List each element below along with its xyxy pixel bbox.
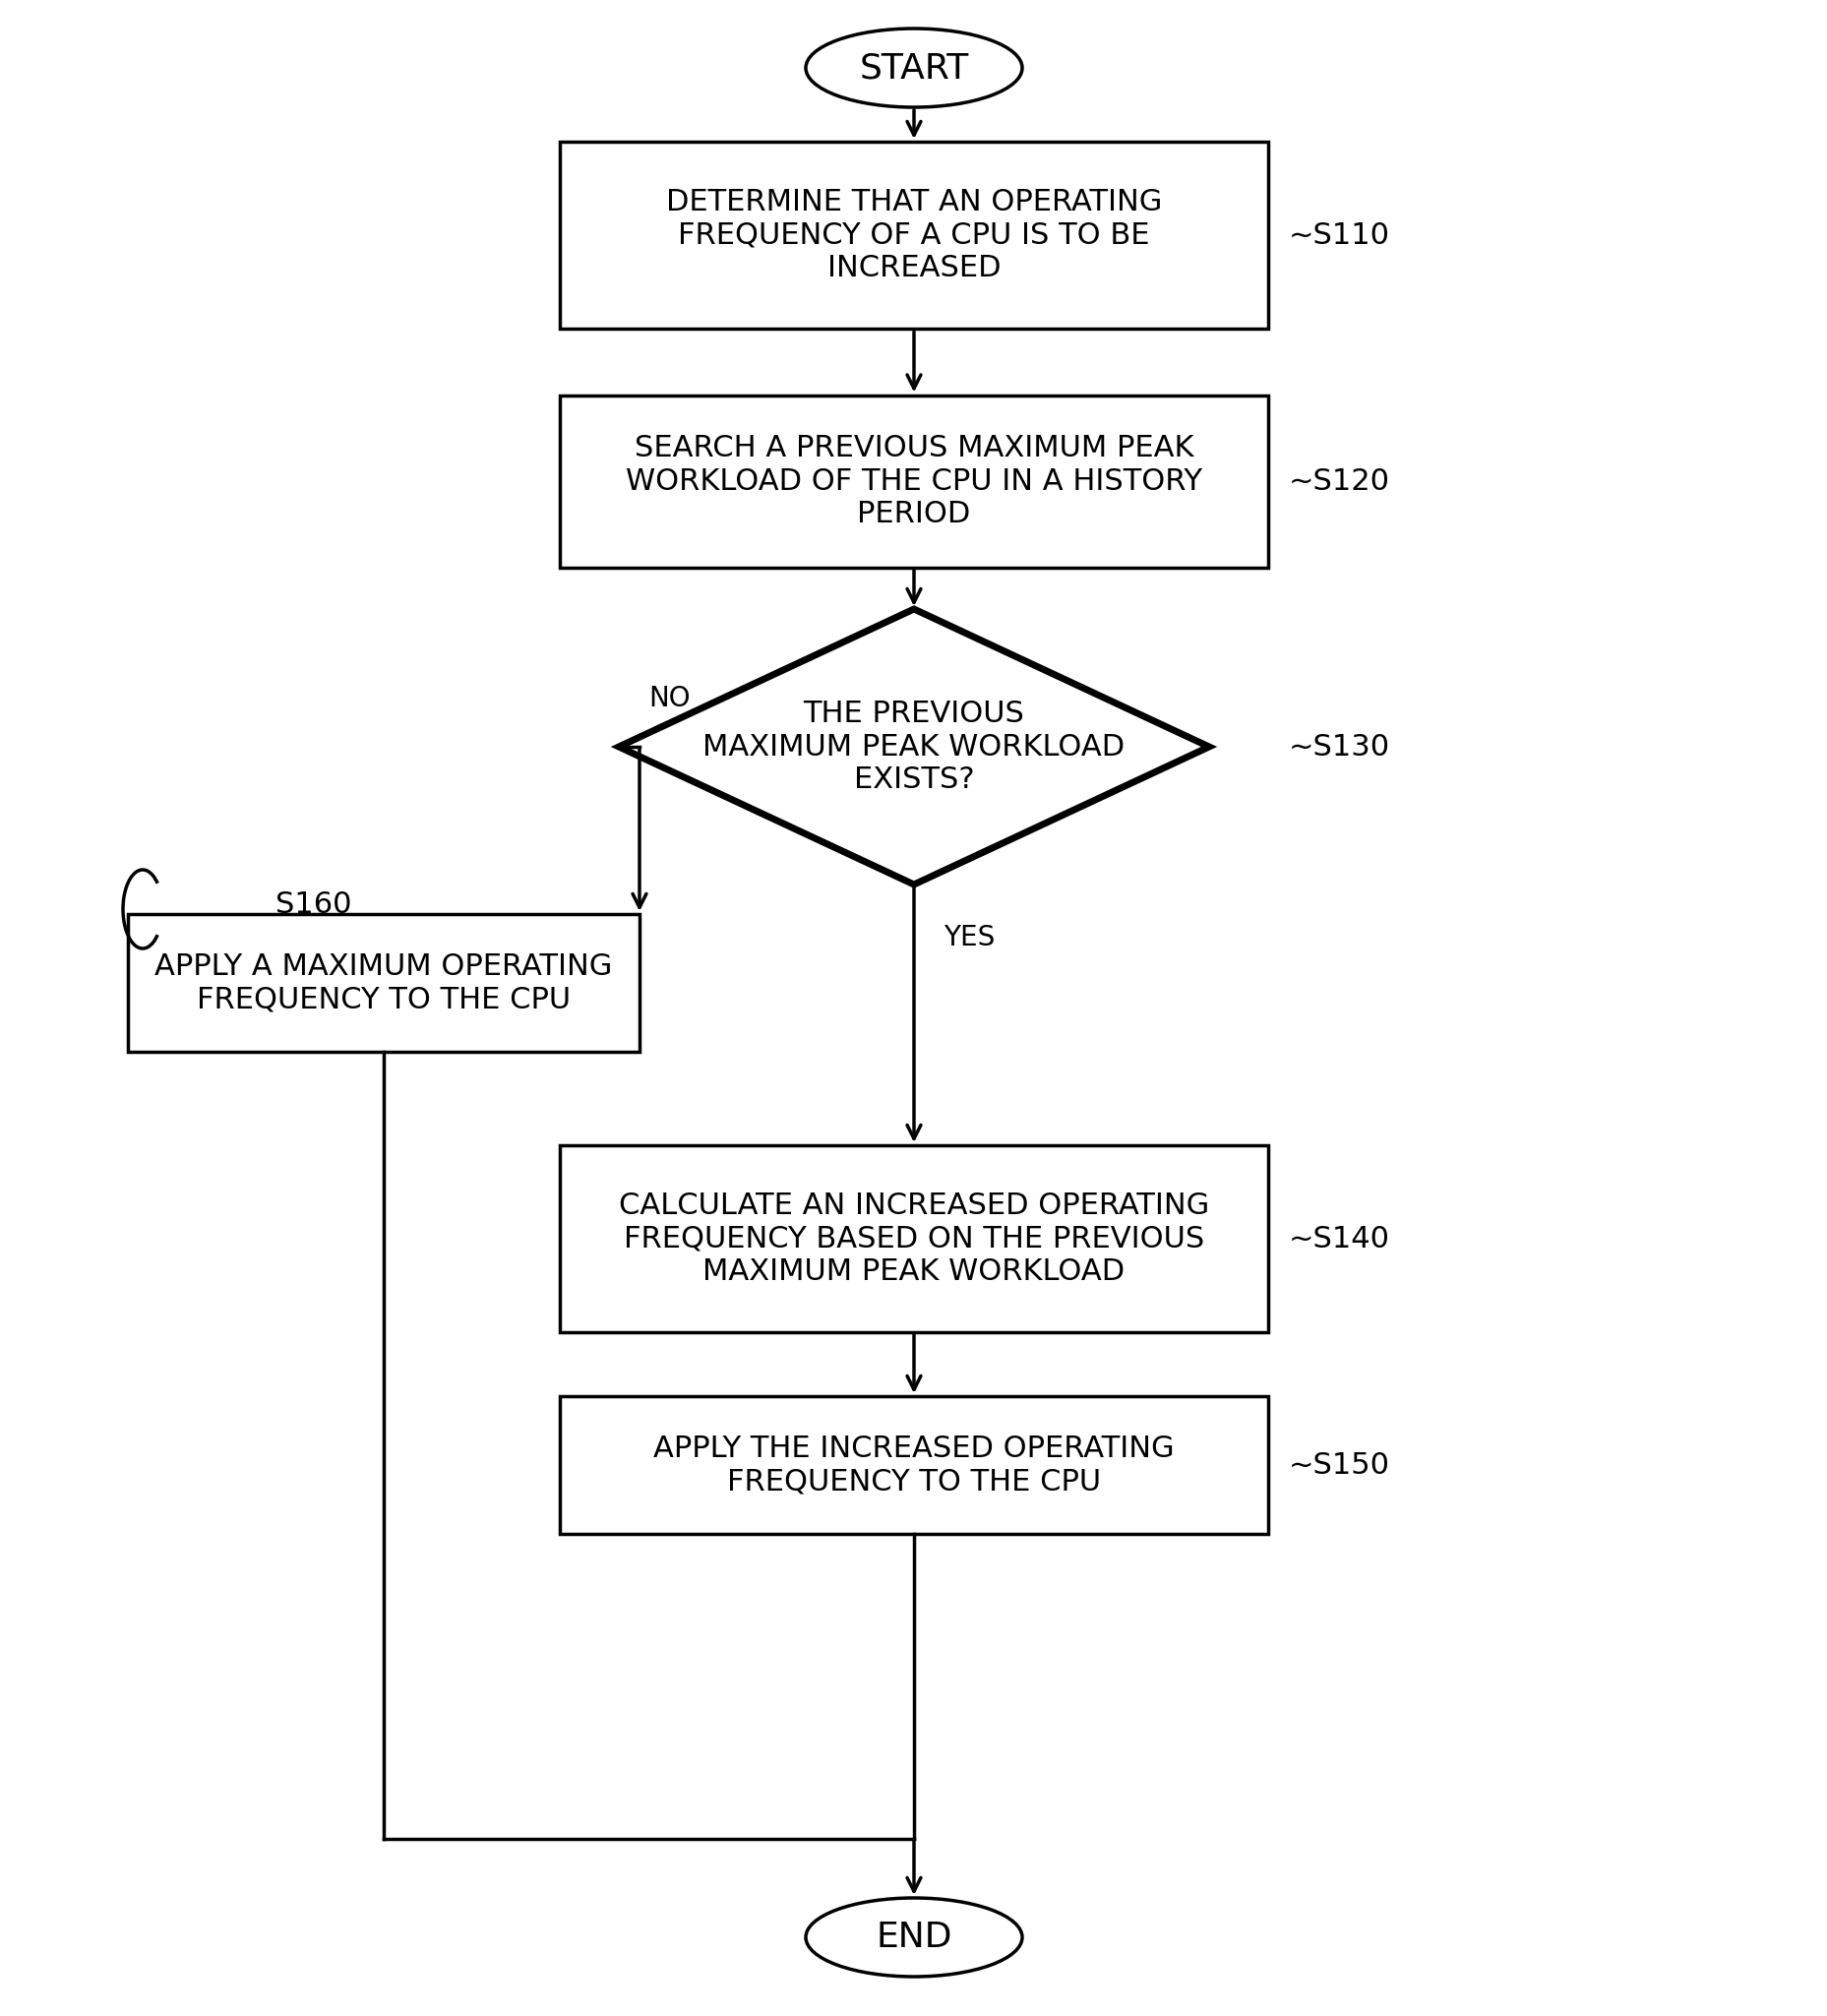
Text: ~S130: ~S130 bbox=[1288, 732, 1390, 762]
Text: YES: YES bbox=[943, 923, 994, 952]
Polygon shape bbox=[619, 609, 1208, 885]
Text: CALCULATE AN INCREASED OPERATING
FREQUENCY BASED ON THE PREVIOUS
MAXIMUM PEAK WO: CALCULATE AN INCREASED OPERATING FREQUEN… bbox=[618, 1191, 1209, 1286]
Ellipse shape bbox=[806, 28, 1021, 107]
Text: ~S110: ~S110 bbox=[1288, 222, 1389, 250]
Ellipse shape bbox=[806, 1897, 1021, 1976]
Text: NO: NO bbox=[649, 685, 691, 712]
Text: START: START bbox=[859, 50, 968, 85]
FancyBboxPatch shape bbox=[128, 913, 639, 1052]
Text: END: END bbox=[875, 1921, 952, 1954]
Text: APPLY THE INCREASED OPERATING
FREQUENCY TO THE CPU: APPLY THE INCREASED OPERATING FREQUENCY … bbox=[652, 1433, 1175, 1496]
FancyBboxPatch shape bbox=[559, 141, 1268, 329]
Text: DETERMINE THAT AN OPERATING
FREQUENCY OF A CPU IS TO BE
INCREASED: DETERMINE THAT AN OPERATING FREQUENCY OF… bbox=[665, 187, 1162, 282]
Text: ~S140: ~S140 bbox=[1288, 1224, 1389, 1254]
Text: SEARCH A PREVIOUS MAXIMUM PEAK
WORKLOAD OF THE CPU IN A HISTORY
PERIOD: SEARCH A PREVIOUS MAXIMUM PEAK WORKLOAD … bbox=[625, 433, 1202, 528]
Text: ~S120: ~S120 bbox=[1288, 468, 1389, 496]
Text: APPLY A MAXIMUM OPERATING
FREQUENCY TO THE CPU: APPLY A MAXIMUM OPERATING FREQUENCY TO T… bbox=[155, 952, 612, 1014]
FancyBboxPatch shape bbox=[559, 395, 1268, 566]
Text: S160: S160 bbox=[276, 889, 351, 919]
FancyBboxPatch shape bbox=[559, 1397, 1268, 1534]
Text: THE PREVIOUS
MAXIMUM PEAK WORKLOAD
EXISTS?: THE PREVIOUS MAXIMUM PEAK WORKLOAD EXIST… bbox=[703, 700, 1124, 794]
FancyBboxPatch shape bbox=[559, 1145, 1268, 1333]
Text: ~S150: ~S150 bbox=[1288, 1452, 1389, 1480]
